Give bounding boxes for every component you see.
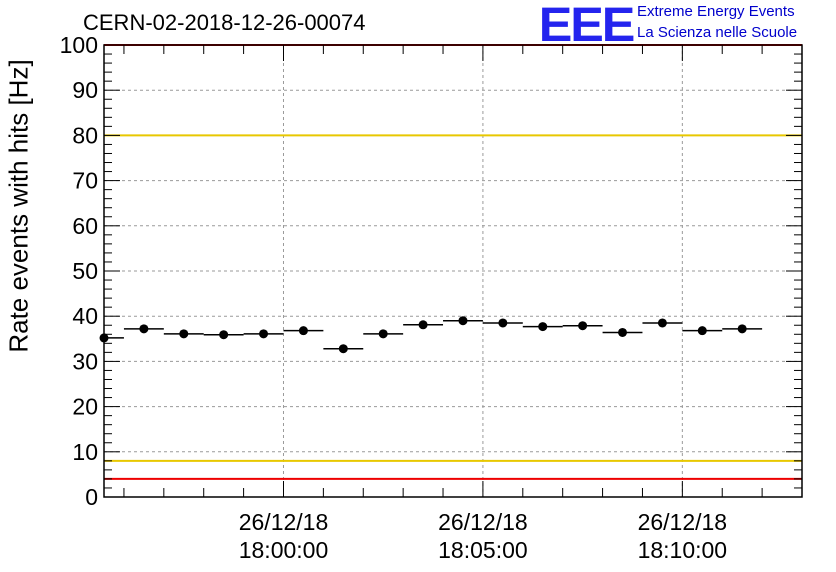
data-point — [618, 327, 628, 337]
eee-logo: EEE — [538, 0, 636, 52]
y-tick-label: 70 — [72, 168, 98, 194]
y-tick-label: 60 — [72, 213, 98, 239]
data-point — [498, 318, 508, 328]
data-point — [538, 322, 548, 332]
x-tick-label-time: 18:00:00 — [239, 537, 329, 563]
data-point — [219, 330, 229, 340]
data-point — [458, 316, 468, 326]
data-point — [657, 318, 667, 328]
y-tick-label: 100 — [60, 32, 98, 58]
data-point — [139, 324, 149, 334]
data-point — [737, 324, 747, 334]
x-tick-label-time: 18:05:00 — [438, 537, 528, 563]
chart-title: CERN-02-2018-12-26-00074 — [83, 10, 366, 35]
y-tick-label: 50 — [72, 258, 98, 284]
y-tick-label: 90 — [72, 77, 98, 103]
data-point — [99, 333, 109, 343]
data-point — [418, 320, 428, 330]
data-point — [697, 326, 707, 336]
data-point — [298, 326, 308, 336]
y-tick-label: 30 — [72, 348, 98, 374]
y-tick-label: 0 — [85, 484, 98, 510]
x-tick-label-time: 18:10:00 — [638, 537, 728, 563]
logo-caption-line2: La Scienza nelle Scuole — [637, 24, 798, 41]
data-point — [578, 321, 588, 331]
data-point — [259, 329, 269, 339]
data-point — [338, 344, 348, 354]
x-tick-label-date: 26/12/18 — [438, 509, 528, 535]
y-tick-label: 40 — [72, 303, 98, 329]
y-tick-label: 10 — [72, 439, 98, 465]
data-point — [378, 329, 388, 339]
data-point — [179, 329, 189, 339]
y-tick-label: 20 — [72, 394, 98, 420]
y-tick-label: 80 — [72, 122, 98, 148]
logo-caption-line1: Extreme Energy Events — [637, 3, 795, 20]
x-tick-label-date: 26/12/18 — [638, 509, 728, 535]
x-tick-label-date: 26/12/18 — [239, 509, 329, 535]
